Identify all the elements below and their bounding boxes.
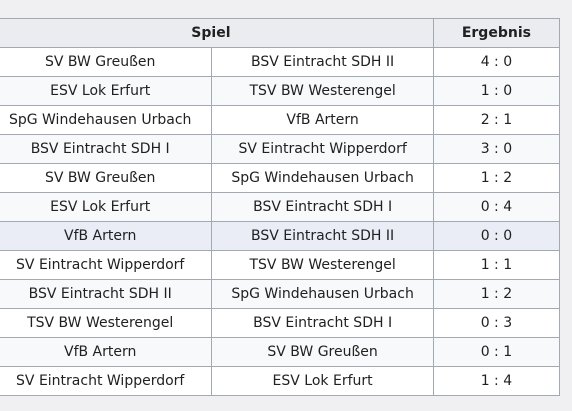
away-team-cell: SpG Windehausen Urbach xyxy=(211,279,434,309)
score-cell: 1 : 2 xyxy=(432,163,561,193)
home-team-cell: ESV Lok Erfurt xyxy=(0,76,213,106)
away-team-cell: VfB Artern xyxy=(211,105,434,135)
away-team-cell: BSV Eintracht SDH II xyxy=(211,221,434,251)
column-header-ergebnis: Ergebnis xyxy=(432,18,561,48)
home-team-cell: TSV BW Westerengel xyxy=(0,308,213,338)
table-row: BSV Eintracht SDH II SpG Windehausen Urb… xyxy=(0,279,561,309)
home-team-cell: SV BW Greußen xyxy=(0,163,213,193)
table-row: SpG Windehausen Urbach VfB Artern 2 : 1 xyxy=(0,105,561,135)
home-team-cell: SpG Windehausen Urbach xyxy=(0,105,213,135)
away-team-cell: TSV BW Westerengel xyxy=(211,250,434,280)
table-row: TSV BW Westerengel BSV Eintracht SDH I 0… xyxy=(0,308,561,338)
home-team-cell: ESV Lok Erfurt xyxy=(0,192,213,222)
score-cell: 1 : 1 xyxy=(432,250,561,280)
home-team-cell: SV Eintracht Wipperdorf xyxy=(0,250,213,280)
away-team-cell: SV Eintracht Wipperdorf xyxy=(211,134,434,164)
home-team-cell: BSV Eintracht SDH II xyxy=(0,279,213,309)
away-team-cell: SpG Windehausen Urbach xyxy=(211,163,434,193)
score-cell: 1 : 2 xyxy=(432,279,561,309)
score-cell: 4 : 0 xyxy=(432,47,561,77)
away-team-cell: BSV Eintracht SDH I xyxy=(211,308,434,338)
away-team-cell: SV BW Greußen xyxy=(211,337,434,367)
home-team-cell: BSV Eintracht SDH I xyxy=(0,134,213,164)
score-cell: 2 : 1 xyxy=(432,105,561,135)
table-row: VfB Artern BSV Eintracht SDH II 0 : 0 xyxy=(0,221,561,251)
away-team-cell: ESV Lok Erfurt xyxy=(211,366,434,396)
score-cell: 0 : 4 xyxy=(432,192,561,222)
score-cell: 0 : 1 xyxy=(432,337,561,367)
column-header-spiel: Spiel xyxy=(0,18,434,48)
table-row: BSV Eintracht SDH I SV Eintracht Wipperd… xyxy=(0,134,561,164)
table-row: SV Eintracht Wipperdorf TSV BW Westereng… xyxy=(0,250,561,280)
header-row: Spiel Ergebnis xyxy=(0,18,561,48)
score-cell: 0 : 0 xyxy=(432,221,561,251)
home-team-cell: SV Eintracht Wipperdorf xyxy=(0,366,213,396)
table-row: VfB Artern SV BW Greußen 0 : 1 xyxy=(0,337,561,367)
score-cell: 0 : 3 xyxy=(432,308,561,338)
away-team-cell: BSV Eintracht SDH I xyxy=(211,192,434,222)
home-team-cell: VfB Artern xyxy=(0,337,213,367)
score-cell: 3 : 0 xyxy=(432,134,561,164)
table-row: ESV Lok Erfurt BSV Eintracht SDH I 0 : 4 xyxy=(0,192,561,222)
home-team-cell: SV BW Greußen xyxy=(0,47,213,77)
home-team-cell: VfB Artern xyxy=(0,221,213,251)
table-row: SV BW Greußen SpG Windehausen Urbach 1 :… xyxy=(0,163,561,193)
score-cell: 1 : 0 xyxy=(432,76,561,106)
away-team-cell: BSV Eintracht SDH II xyxy=(211,47,434,77)
table-row: ESV Lok Erfurt TSV BW Westerengel 1 : 0 xyxy=(0,76,561,106)
score-cell: 1 : 4 xyxy=(432,366,561,396)
away-team-cell: TSV BW Westerengel xyxy=(211,76,434,106)
table-row: SV Eintracht Wipperdorf ESV Lok Erfurt 1… xyxy=(0,366,561,396)
table-row: SV BW Greußen BSV Eintracht SDH II 4 : 0 xyxy=(0,47,561,77)
results-table: Spiel Ergebnis SV BW Greußen BSV Eintrac… xyxy=(0,18,561,396)
